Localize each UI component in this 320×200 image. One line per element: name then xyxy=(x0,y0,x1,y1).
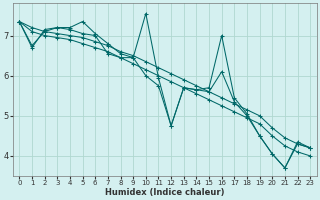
X-axis label: Humidex (Indice chaleur): Humidex (Indice chaleur) xyxy=(105,188,225,197)
